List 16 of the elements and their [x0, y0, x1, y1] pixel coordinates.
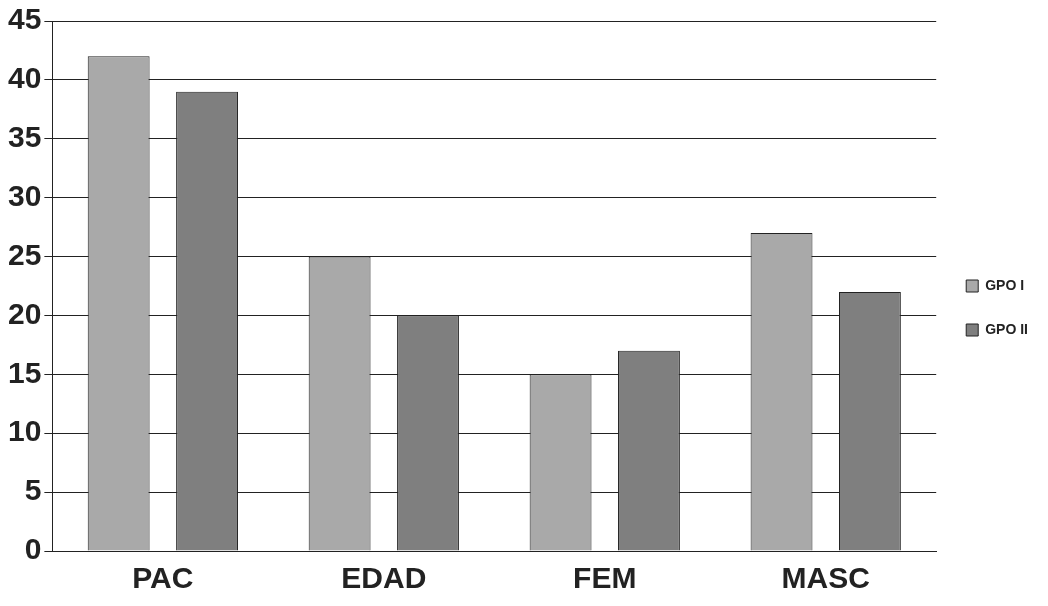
y-tick-label: 45 — [7, 2, 42, 36]
y-tick-label: 20 — [7, 296, 42, 330]
x-tick-label: MASC — [781, 561, 870, 595]
y-tick-label: 0 — [24, 532, 42, 566]
x-tick-label: FEM — [573, 561, 637, 595]
x-tick-label: PAC — [132, 561, 194, 595]
y-tick-label: 35 — [7, 120, 42, 154]
legend-label: GPO I — [985, 276, 1025, 293]
legend-label: GPO II — [985, 320, 1029, 337]
y-tick-label: 10 — [7, 414, 42, 448]
x-tick-label: EDAD — [341, 561, 427, 595]
y-tick-label: 25 — [7, 237, 42, 271]
y-tick-label: 15 — [7, 355, 42, 389]
y-tick-label: 5 — [24, 473, 42, 507]
y-tick-label: 40 — [7, 61, 42, 95]
y-tick-label: 30 — [7, 178, 42, 212]
